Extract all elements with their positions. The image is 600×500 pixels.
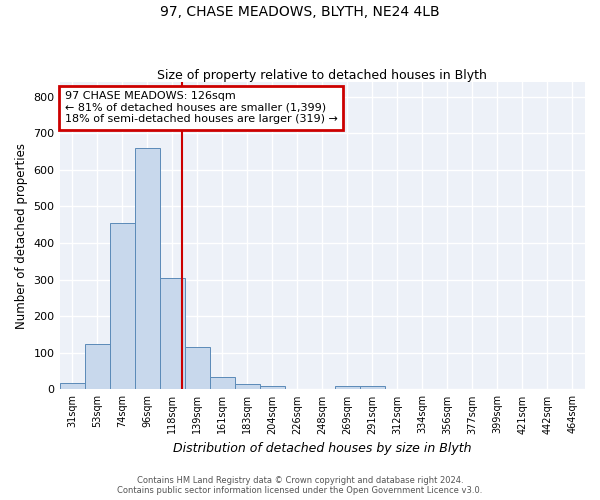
Y-axis label: Number of detached properties: Number of detached properties bbox=[15, 142, 28, 328]
Bar bbox=[235, 384, 260, 390]
Bar bbox=[59, 383, 85, 390]
Bar bbox=[335, 386, 360, 390]
Bar bbox=[185, 348, 209, 390]
Text: 97, CHASE MEADOWS, BLYTH, NE24 4LB: 97, CHASE MEADOWS, BLYTH, NE24 4LB bbox=[160, 5, 440, 19]
Bar bbox=[260, 386, 285, 390]
Text: 97 CHASE MEADOWS: 126sqm
← 81% of detached houses are smaller (1,399)
18% of sem: 97 CHASE MEADOWS: 126sqm ← 81% of detach… bbox=[65, 91, 338, 124]
Bar bbox=[160, 278, 185, 390]
Bar bbox=[134, 148, 160, 390]
Bar bbox=[85, 344, 110, 390]
Bar bbox=[209, 376, 235, 390]
Bar bbox=[360, 386, 385, 390]
X-axis label: Distribution of detached houses by size in Blyth: Distribution of detached houses by size … bbox=[173, 442, 472, 455]
Bar bbox=[110, 223, 134, 390]
Title: Size of property relative to detached houses in Blyth: Size of property relative to detached ho… bbox=[157, 69, 487, 82]
Text: Contains HM Land Registry data © Crown copyright and database right 2024.
Contai: Contains HM Land Registry data © Crown c… bbox=[118, 476, 482, 495]
